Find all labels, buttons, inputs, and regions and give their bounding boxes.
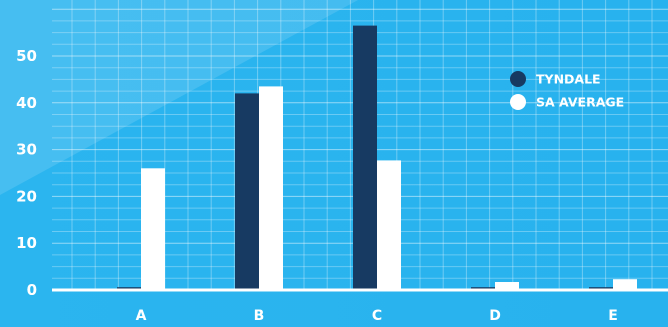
bar-sa-average-d bbox=[495, 282, 519, 290]
bar-tyndale-c bbox=[353, 25, 377, 290]
x-tick-label-b: B bbox=[254, 308, 265, 324]
y-tick-label-50: 50 bbox=[16, 47, 37, 65]
bar-sa-average-a bbox=[141, 168, 165, 290]
x-tick-label-e: E bbox=[608, 308, 618, 324]
y-axis-ticks: 0 10 20 30 40 50 bbox=[16, 47, 37, 299]
bar-sa-average-e bbox=[613, 279, 637, 290]
legend-label-sa-average: SA AVERAGE bbox=[536, 95, 624, 110]
x-tick-label-c: C bbox=[372, 308, 382, 324]
x-axis-labels: A B C D E bbox=[136, 308, 618, 324]
x-tick-label-d: D bbox=[489, 308, 501, 324]
y-tick-label-10: 10 bbox=[16, 234, 37, 252]
y-tick-label-0: 0 bbox=[27, 281, 37, 299]
y-tick-label-30: 30 bbox=[16, 141, 37, 159]
x-tick-label-a: A bbox=[136, 308, 147, 324]
y-tick-label-20: 20 bbox=[16, 187, 37, 205]
legend-label-tyndale: TYNDALE bbox=[536, 72, 601, 87]
legend: TYNDALE SA AVERAGE bbox=[510, 71, 624, 110]
y-tick-label-40: 40 bbox=[16, 94, 37, 112]
legend-swatch-tyndale bbox=[510, 71, 526, 87]
bars bbox=[117, 25, 637, 291]
legend-swatch-sa-average bbox=[510, 94, 526, 110]
background-light-wedge bbox=[0, 0, 358, 195]
bar-sa-average-c bbox=[377, 160, 401, 290]
bar-tyndale-b bbox=[235, 93, 259, 291]
bar-sa-average-b bbox=[259, 86, 283, 291]
